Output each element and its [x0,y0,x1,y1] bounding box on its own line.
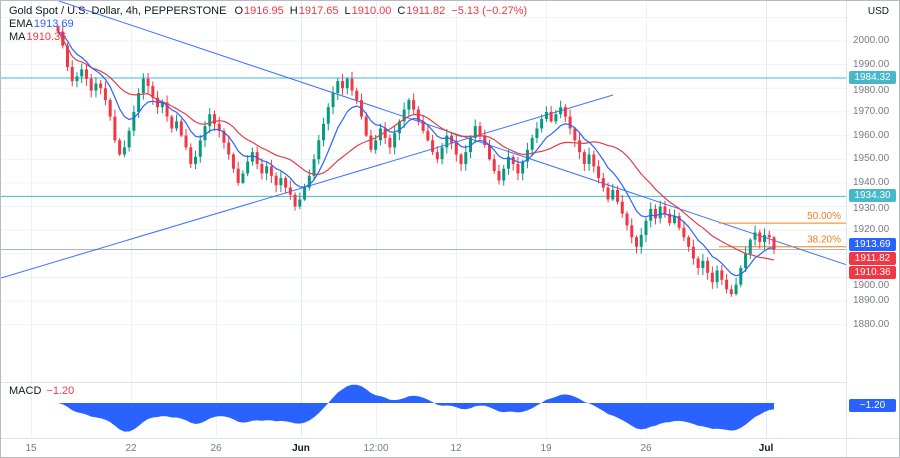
fib-label: 38.20% [807,235,841,246]
ma-line [57,31,775,261]
macd-label: MACD [9,385,42,397]
close-label: C [397,4,406,17]
time-tick-label: Jun [292,443,310,454]
time-tick-label: Jul [758,443,774,454]
time-tick-label: 12:00 [363,443,389,454]
price-axis[interactable]: USD 1984.32 1934.30 1913.69 1911.82 1910.36 2… [846,1,899,438]
price-tick-label: 1970.00 [853,105,890,117]
ema-price-badge: 1913.69 [849,238,896,252]
time-axis[interactable]: 15 22 26 Jun 12:00 12 19 26 Jul [1,438,846,457]
candlestick-series [56,24,776,297]
price-tick-label: 1890.00 [853,295,890,307]
macd-area [58,384,774,432]
level-price-badge: 1984.32 [849,71,896,85]
fib-retracement[interactable]: 50.00% 38.20% [719,211,846,248]
macd-value-badge: −1.20 [849,399,896,412]
level-price-badge: 1934.30 [849,189,896,203]
time-tick-label: 12 [450,443,462,454]
price-tick-label: 1980.00 [853,85,890,97]
time-tick-label: 26 [210,443,222,454]
price-tick-label: 1880.00 [853,318,890,330]
symbol-legend-row[interactable]: Gold Spot / U.S. Dollar, 4h, PEPPERSTONE… [9,4,527,17]
price-tick-label: 1900.00 [853,280,890,292]
last-price-badge: 1911.82 [849,252,896,266]
low-label: L [344,4,351,17]
level-lines [1,77,846,251]
ema-line [57,30,775,277]
time-tick-label: 15 [25,443,37,454]
high-label: H [289,4,298,17]
price-tick-label: 2000.00 [853,34,890,46]
price-tick-label: 1920.00 [853,224,890,236]
price-tick-label: 1960.00 [853,129,890,141]
open-value: 1916.95 [244,4,284,17]
open-label: O [234,4,244,17]
price-tick-label: 1950.00 [853,153,890,165]
price-tick-label: 1940.00 [853,176,890,188]
macd-legend-row[interactable]: MACD −1.20 [9,385,74,397]
change-value: −5.13 (−0.27%) [451,4,528,17]
ma-price-badge: 1910.36 [849,266,896,280]
ma-legend-row[interactable]: MA 1910.36 [9,30,527,43]
price-tick-label: 1990.00 [853,58,890,70]
time-tick-label: 22 [125,443,137,454]
symbol-title: Gold Spot / U.S. Dollar, 4h, PEPPERSTONE [9,4,227,17]
ema-legend-row[interactable]: EMA 1913.69 [9,17,527,30]
price-tick-label: 1930.00 [853,203,890,215]
ema-label: EMA [9,17,33,30]
ma-value: 1910.36 [26,30,67,43]
macd-value: −1.20 [46,385,75,397]
chart-canvas[interactable]: 50.00% 38.20% [1,1,846,438]
low-value: 1910.00 [351,4,392,17]
high-value: 1917.65 [298,4,339,17]
currency-label: USD [867,6,889,17]
ema-value: 1913.69 [33,17,74,30]
axis-corner [846,438,899,457]
time-tick-label: 26 [640,443,652,454]
gridlines [1,1,846,437]
time-tick-label: 19 [540,443,552,454]
close-value: 1911.82 [406,4,446,17]
legend: Gold Spot / U.S. Dollar, 4h, PEPPERSTONE… [9,4,527,43]
fib-label: 50.00% [807,211,841,222]
ma-label: MA [9,30,26,43]
